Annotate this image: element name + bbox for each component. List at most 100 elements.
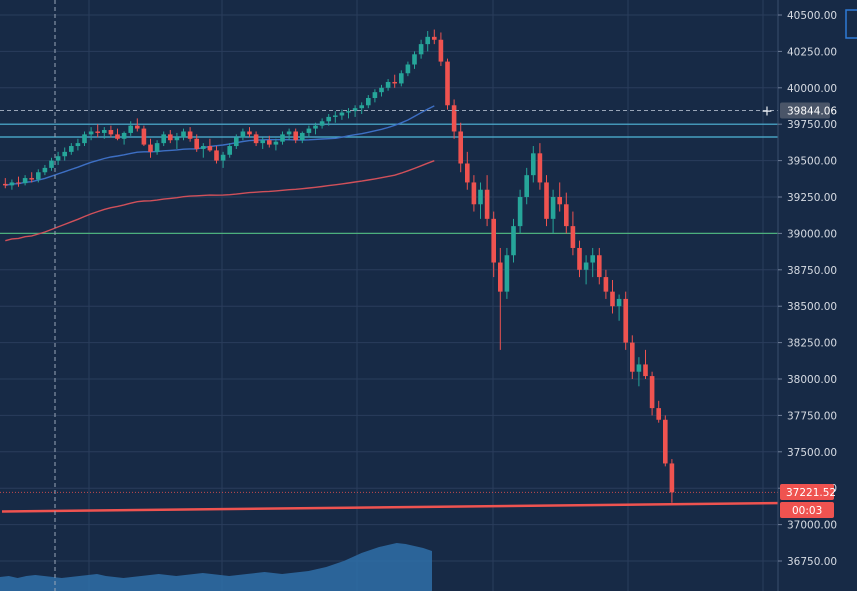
candle-body[interactable] (458, 131, 463, 164)
candle-body[interactable] (201, 146, 206, 149)
candle-body[interactable] (207, 146, 213, 151)
candle-body[interactable] (273, 141, 279, 145)
candle-body[interactable] (537, 153, 543, 183)
candle-body[interactable] (392, 81, 397, 84)
horizontal-levels[interactable] (0, 123, 778, 234)
candle-body[interactable] (280, 134, 285, 142)
candle-body[interactable] (656, 408, 661, 420)
panel-toggle-button[interactable] (845, 9, 857, 39)
candle-body[interactable] (425, 36, 430, 45)
candle-body[interactable] (663, 419, 668, 464)
candle-body[interactable] (531, 153, 536, 176)
candle-body[interactable] (385, 81, 391, 88)
candle-body[interactable] (194, 138, 199, 149)
candle-body[interactable] (517, 197, 523, 227)
candle-body[interactable] (399, 73, 404, 84)
trendline[interactable] (1, 501, 808, 513)
candle-body[interactable] (326, 116, 331, 122)
candle-body[interactable] (577, 247, 582, 270)
candle-body[interactable] (550, 197, 556, 219)
candle-body[interactable] (564, 204, 569, 227)
candle-body[interactable] (511, 226, 516, 256)
candle-body[interactable] (313, 125, 318, 129)
candle-body[interactable] (504, 255, 510, 292)
candle-body[interactable] (29, 178, 34, 180)
candle-body[interactable] (636, 364, 642, 372)
candle-body[interactable] (181, 131, 186, 138)
candle-body[interactable] (161, 134, 166, 144)
candle-body[interactable] (616, 298, 622, 307)
candle-body[interactable] (253, 134, 259, 144)
candle-body[interactable] (214, 150, 219, 161)
candle-body[interactable] (240, 131, 246, 138)
last-price-tag[interactable] (780, 484, 834, 500)
candle-body[interactable] (267, 140, 272, 145)
candle-body[interactable] (524, 175, 529, 197)
candle-body[interactable] (36, 172, 41, 180)
candle-body[interactable] (69, 146, 74, 152)
candles[interactable] (3, 29, 675, 503)
candle-body[interactable] (405, 64, 411, 74)
candle-body[interactable] (154, 143, 160, 152)
candle-body[interactable] (75, 143, 81, 147)
candle-body[interactable] (306, 128, 312, 133)
candle-body[interactable] (16, 182, 21, 184)
candle-body[interactable] (168, 134, 173, 141)
candle-body[interactable] (432, 36, 437, 40)
candle-body[interactable] (49, 160, 54, 168)
candle-body[interactable] (339, 112, 345, 116)
candle-body[interactable] (498, 262, 503, 292)
candle-body[interactable] (359, 105, 364, 109)
candle-body[interactable] (121, 132, 127, 139)
candle-body[interactable] (300, 132, 305, 141)
candle-body[interactable] (3, 183, 8, 186)
candle-body[interactable] (630, 342, 635, 372)
candle-body[interactable] (544, 182, 549, 219)
candle-body[interactable] (141, 128, 147, 145)
candle-body[interactable] (590, 255, 595, 263)
candle-body[interactable] (557, 197, 562, 205)
candle-body[interactable] (623, 298, 628, 343)
candle-body[interactable] (115, 134, 120, 139)
candle-body[interactable] (610, 291, 615, 307)
candle-body[interactable] (9, 182, 15, 186)
trendline-group[interactable] (1, 501, 808, 513)
candle-body[interactable] (174, 137, 180, 141)
candle-body[interactable] (491, 218, 496, 263)
price-axis[interactable]: 40500.00 40250.00 40000.00 39750.00 39500.00… (777, 0, 857, 591)
candle-body[interactable] (465, 163, 470, 183)
candle-body[interactable] (366, 97, 371, 106)
candle-body[interactable] (649, 376, 655, 409)
candle-body[interactable] (227, 146, 232, 155)
candle-body[interactable] (102, 130, 107, 133)
candle-body[interactable] (333, 115, 338, 117)
candle-body[interactable] (352, 108, 358, 112)
candle-body[interactable] (247, 131, 252, 135)
candle-body[interactable] (346, 111, 351, 113)
candle-body[interactable] (187, 131, 193, 139)
candle-body[interactable] (478, 189, 483, 205)
candle-body[interactable] (135, 125, 140, 129)
candle-body[interactable] (603, 277, 609, 292)
candle-body[interactable] (570, 226, 576, 248)
crosshair-price-tag[interactable] (780, 102, 830, 119)
candle-body[interactable] (471, 182, 477, 205)
candle-body[interactable] (88, 131, 94, 135)
candle-body[interactable] (319, 121, 325, 126)
candle-body[interactable] (597, 255, 602, 278)
candle-body[interactable] (583, 262, 589, 270)
candle-body[interactable] (286, 131, 292, 135)
candle-body[interactable] (62, 151, 67, 157)
candle-body[interactable] (108, 130, 114, 135)
candle-body[interactable] (412, 54, 417, 65)
candle-body[interactable] (445, 61, 450, 106)
candle-body[interactable] (293, 131, 298, 141)
candle-body[interactable] (42, 167, 48, 173)
candle-body[interactable] (260, 140, 265, 144)
candle-body[interactable] (451, 105, 457, 132)
candle-body[interactable] (22, 178, 28, 184)
candle-body[interactable] (379, 87, 384, 93)
candle-body[interactable] (234, 137, 239, 147)
candle-body[interactable] (82, 134, 87, 144)
